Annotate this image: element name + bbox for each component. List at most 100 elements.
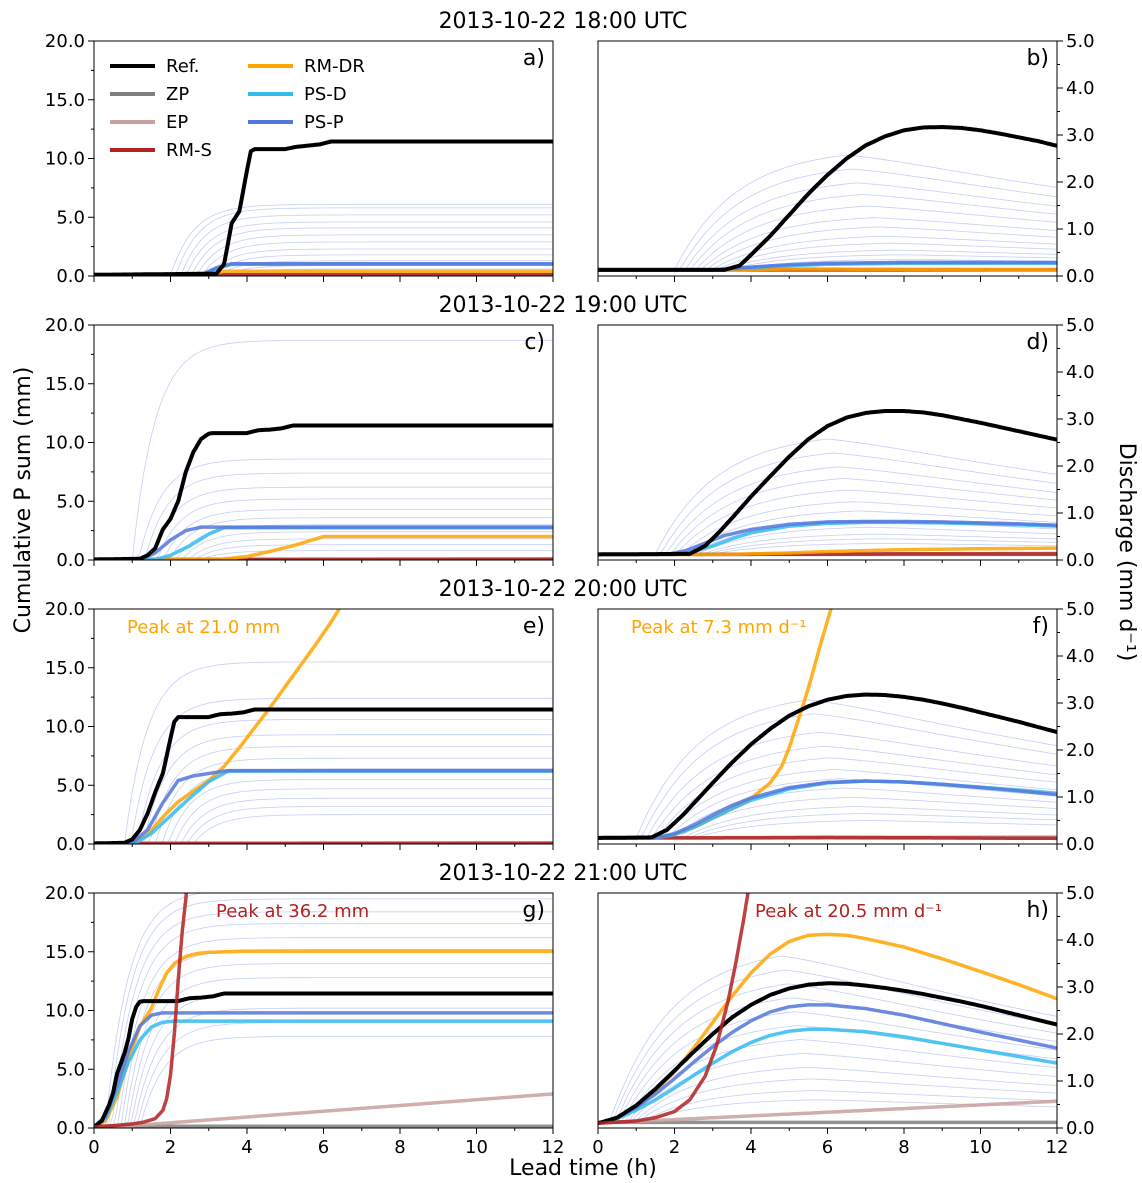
plot-area <box>94 609 553 844</box>
y-tick-label: 1.0 <box>1066 219 1095 240</box>
panel-letter: g) <box>522 898 545 923</box>
series-line-ps-d <box>598 1027 1057 1125</box>
y-tick-label: 15.0 <box>45 374 85 395</box>
legend-entry-ref: Ref. <box>110 56 200 77</box>
ensemble-member-line <box>598 452 1057 555</box>
legend-label: RM-DR <box>304 56 365 77</box>
series-line-ref <box>94 423 553 560</box>
row-title-2: 2013-10-22 19:00 UTC <box>439 293 688 318</box>
panel-b: 0.0 1.0 2.0 3.0 4.0 5.0 b) <box>597 31 1095 287</box>
ensemble-member-line <box>598 745 1057 839</box>
y-tick-label: 5.0 <box>56 775 85 796</box>
y-tick-label: 4.0 <box>1066 362 1095 383</box>
ensemble-member-line <box>598 757 1057 839</box>
series-line-ref <box>598 125 1057 272</box>
y-tick-label: 0.0 <box>56 1118 85 1139</box>
legend-entry-rm-s: RM-S <box>110 140 212 161</box>
ensemble-member-line <box>94 339 553 560</box>
legend-label: RM-S <box>166 140 212 161</box>
ensemble-member-line <box>598 955 1057 1123</box>
peak-annotation: Peak at 21.0 mm <box>127 617 280 638</box>
series-line-ps-p <box>94 1011 553 1128</box>
y-tick-label: 5.0 <box>56 1059 85 1080</box>
ensemble-member-line <box>94 757 553 844</box>
ensemble-member-line <box>94 898 553 1128</box>
peak-annotation: Peak at 36.2 mm <box>216 901 369 922</box>
y-tick-label: 15.0 <box>45 90 85 111</box>
y-tick-label: 5.0 <box>56 207 85 228</box>
y-axis-label-left: Cumulative P sum (mm) <box>11 367 36 634</box>
series-line-ps-p <box>598 779 1057 840</box>
x-tick-label: 0 <box>592 1137 603 1158</box>
series-line-rm-s <box>94 893 189 1128</box>
x-tick-label: 2 <box>165 1137 176 1158</box>
y-tick-label: 0.0 <box>1066 834 1095 855</box>
ensemble-member-line <box>94 893 205 1128</box>
ensemble-member-line <box>598 1090 1057 1123</box>
series-line-ref <box>598 981 1057 1126</box>
plot-area <box>94 139 553 276</box>
series-line-ps-p <box>94 768 553 844</box>
plot-area <box>598 125 1057 272</box>
y-tick-label: 1.0 <box>1066 787 1095 808</box>
series-line-ref <box>94 991 553 1128</box>
x-axis-label: Lead time (h) <box>509 1156 657 1181</box>
plot-area <box>94 339 553 560</box>
y-tick-label: 20.0 <box>45 315 85 336</box>
ensemble-member-line <box>598 478 1057 555</box>
x-tick-label: 4 <box>745 1137 756 1158</box>
y-tick-label: 5.0 <box>1066 883 1095 904</box>
series-line-ps-p <box>94 525 553 560</box>
legend-entry-ps-d: PS-D <box>248 84 347 105</box>
x-tick-label: 6 <box>822 1137 833 1158</box>
series-line-ref <box>94 139 553 276</box>
series-line-ref <box>598 409 1057 557</box>
plot-area <box>598 409 1057 557</box>
series-line-ref <box>598 692 1057 840</box>
series-line-ps-d <box>94 1019 553 1128</box>
x-tick-label: 10 <box>969 1137 992 1158</box>
y-tick-label: 3.0 <box>1066 977 1095 998</box>
panel-letter: h) <box>1026 898 1049 923</box>
row-title-4: 2013-10-22 21:00 UTC <box>439 861 688 886</box>
plot-area <box>94 893 553 1128</box>
ensemble-member-line <box>94 697 553 844</box>
ensemble-member-line <box>94 472 553 560</box>
y-tick-label: 1.0 <box>1066 1071 1095 1092</box>
ensemble-member-line <box>598 1078 1057 1123</box>
legend-label: PS-P <box>304 112 344 133</box>
y-tick-label: 10.0 <box>45 1001 85 1022</box>
y-tick-label: 15.0 <box>45 942 85 963</box>
legend: Ref. ZP EP RM-S RM-DR PS-D PS-P <box>110 56 365 161</box>
legend-entry-ep: EP <box>110 112 188 133</box>
ensemble-member-line <box>94 911 553 1128</box>
ensemble-member-line <box>598 1039 1057 1123</box>
y-tick-label: 10.0 <box>45 717 85 738</box>
ensemble-member-line <box>598 778 1057 839</box>
x-tick-label: 12 <box>1046 1137 1069 1158</box>
x-tick-label: 8 <box>898 1137 909 1158</box>
ensemble-member-line <box>94 779 553 844</box>
row-title-3: 2013-10-22 20:00 UTC <box>439 577 688 602</box>
ensemble-member-line <box>94 498 553 560</box>
legend-label: Ref. <box>166 56 200 77</box>
ensemble-member-line <box>598 438 1057 555</box>
plot-area <box>598 893 1057 1126</box>
y-tick-label: 10.0 <box>45 149 85 170</box>
ensemble-member-line <box>598 713 1057 839</box>
peak-annotation: Peak at 7.3 mm d⁻¹ <box>631 617 807 638</box>
legend-entry-zp: ZP <box>110 84 189 105</box>
panel-letter: c) <box>524 330 545 355</box>
panel-g: 0 2 4 6 8 10 12 0.0 5.0 10.0 15.0 20.0 g) Peak at 36.… <box>45 883 565 1158</box>
series-line-rm-dr <box>94 534 553 560</box>
panel-f: 0.0 1.0 2.0 3.0 4.0 5.0 f) Peak at 7.3 mm d⁻¹ <box>597 599 1095 855</box>
y-tick-label: 3.0 <box>1066 125 1095 146</box>
legend-label: ZP <box>166 84 189 105</box>
series-line-rm-dr <box>94 949 553 1128</box>
panel-e: 0.0 5.0 10.0 15.0 20.0 e) Peak at 21.0 mm <box>45 599 554 855</box>
y-tick-label: 5.0 <box>56 491 85 512</box>
y-tick-label: 5.0 <box>1066 599 1095 620</box>
series-line-ps-p <box>598 1003 1057 1125</box>
panel-a: 0.0 5.0 10.0 15.0 20.0 a) <box>45 31 554 287</box>
